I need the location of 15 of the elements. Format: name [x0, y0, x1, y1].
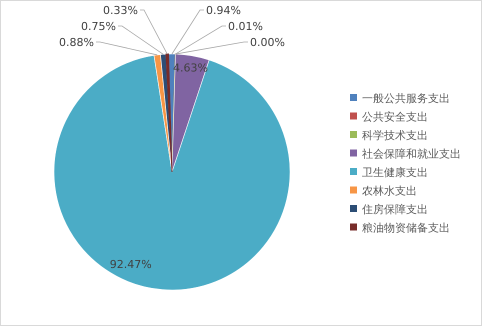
- legend-label: 农林水支出: [362, 184, 417, 198]
- legend-label: 社会保障和就业支出: [362, 148, 461, 160]
- data-label: 0.75%: [81, 20, 116, 33]
- legend-label: 卫生健康支出: [362, 166, 428, 179]
- data-label: 0.94%: [206, 4, 241, 17]
- legend-label: 住房保障支出: [362, 203, 428, 216]
- legend-label: 公共安全支出: [362, 110, 428, 124]
- legend-label: 一般公共服务支出: [362, 92, 450, 105]
- data-label: 92.47%: [110, 258, 152, 272]
- data-label: 0.88%: [59, 36, 94, 49]
- data-label: 0.33%: [103, 4, 138, 17]
- text: 0.00%: [250, 36, 285, 49]
- legend-label: 科学技术支出: [362, 129, 428, 142]
- data-label: 0.01%: [228, 20, 263, 33]
- legend-label: 粮油物资储备支出: [362, 222, 450, 234]
